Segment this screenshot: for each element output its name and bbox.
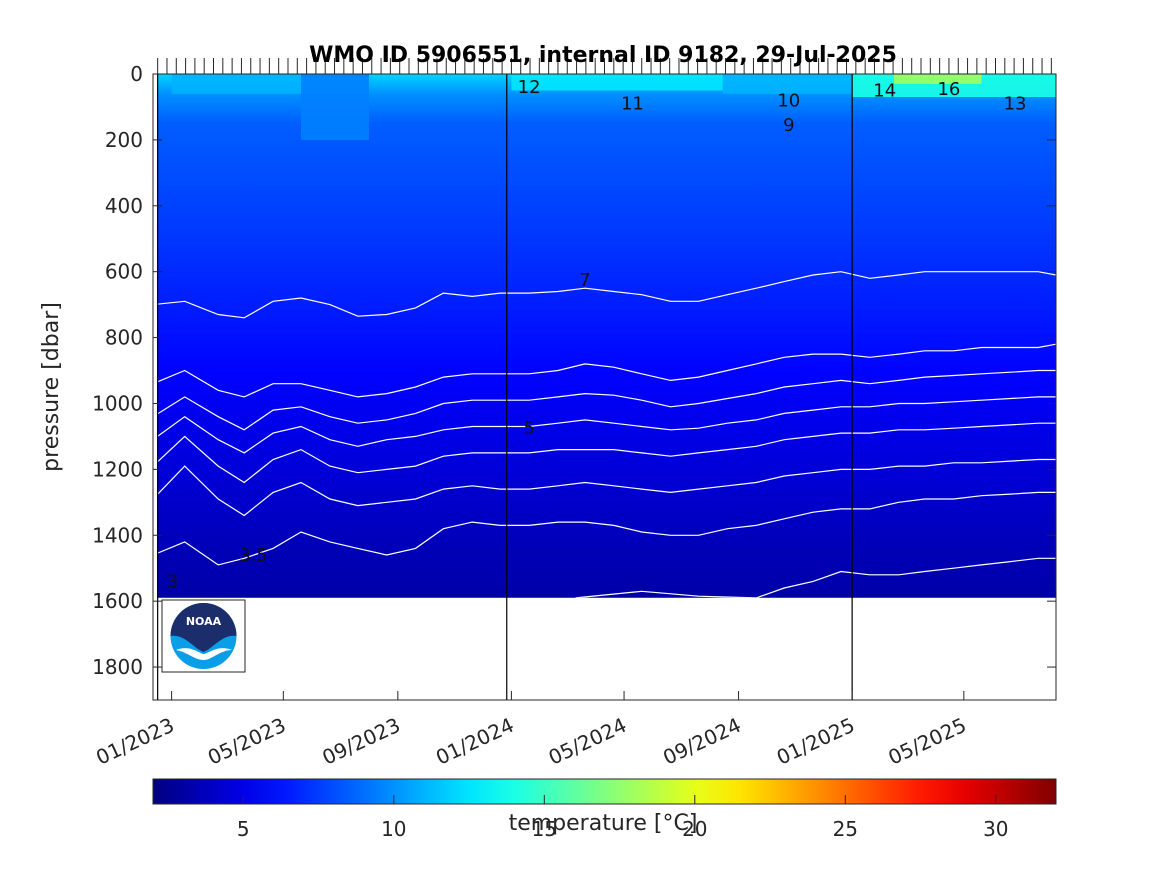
colorbar-tick-label: 20 xyxy=(682,817,707,841)
contour-line-7 xyxy=(157,271,1056,319)
contour-label: 10 xyxy=(777,90,800,111)
y-tick-label: 800 xyxy=(105,326,143,350)
surface-patch xyxy=(511,74,723,91)
contour-label: 13 xyxy=(1004,94,1027,115)
x-tick-label: 01/2024 xyxy=(432,713,517,770)
contour-line-3 xyxy=(575,557,1056,598)
x-tick-label: 09/2023 xyxy=(318,713,403,770)
x-tick-label: 09/2024 xyxy=(659,713,744,770)
y-axis: 0 200 400 600 800 1000 1200 1400 1600 1800 xyxy=(92,62,1056,679)
colorbar-tick-label: 25 xyxy=(833,817,858,841)
year-boundary-lines xyxy=(157,74,853,700)
colorbar-tick-label: 15 xyxy=(532,817,557,841)
surface-warm-layer xyxy=(171,74,1056,140)
contour-label: 3 xyxy=(167,571,178,592)
y-tick-label: 1200 xyxy=(92,457,143,481)
contour-line-4-5 xyxy=(157,422,1056,484)
contour-line-4 xyxy=(157,458,1056,517)
logo-navy-top xyxy=(170,603,237,652)
surface-patch xyxy=(894,74,982,84)
y-axis-label: pressure [dbar] xyxy=(39,302,64,472)
contour-label: 11 xyxy=(621,94,644,115)
y-tick-label: 1800 xyxy=(92,655,143,679)
y-tick-label: 0 xyxy=(130,62,143,86)
y-tick-label: 1400 xyxy=(92,523,143,547)
colorbar-tick-label: 30 xyxy=(983,817,1008,841)
logo-text: NOAA xyxy=(186,615,222,628)
colorbar-label: temperature [°C] xyxy=(509,811,698,836)
y-tick-label: 600 xyxy=(105,260,143,284)
contour-label: 5 xyxy=(523,418,534,439)
y-tick-label: 1000 xyxy=(92,391,143,415)
contour-line-5 xyxy=(157,396,1056,454)
colorbar xyxy=(152,778,1057,805)
contour-label: 12 xyxy=(518,77,541,98)
contour-line-3-5 xyxy=(157,491,1056,566)
contour-label: 16 xyxy=(937,79,960,100)
noaa-logo: NOAA xyxy=(161,599,246,673)
x-tick-label: 01/2023 xyxy=(92,713,177,770)
contour-label: 9 xyxy=(783,115,794,136)
y-tick-label: 200 xyxy=(105,128,143,152)
colorbar-ticks: 5 10 15 20 25 30 xyxy=(237,795,1009,841)
contour-labels: 12 11 10 9 14 16 13 7 5 3.5 3 xyxy=(167,77,1027,592)
surface-patch xyxy=(722,74,853,94)
temperature-field xyxy=(157,74,1056,598)
contour-label: 14 xyxy=(873,80,896,101)
contour-label: 7 xyxy=(579,270,590,291)
x-tick-label: 05/2025 xyxy=(884,713,969,770)
x-tick-label: 05/2024 xyxy=(545,713,630,770)
surface-patch xyxy=(301,74,369,140)
chart-title: WMO ID 5906551, internal ID 9182, 29-Jul… xyxy=(309,43,897,68)
contour-line-6 xyxy=(157,343,1056,398)
y-tick-label: 400 xyxy=(105,194,143,218)
colorbar-tick-label: 10 xyxy=(381,817,406,841)
contour-label: 3.5 xyxy=(239,545,268,566)
data-layer xyxy=(157,74,1056,598)
y-tick-label: 1600 xyxy=(92,589,143,613)
x-tick-label: 05/2023 xyxy=(204,713,289,770)
colorbar-tick-label: 5 xyxy=(237,817,250,841)
x-tick-label: 01/2025 xyxy=(773,713,858,770)
logo-gull xyxy=(176,648,232,660)
contour-line-5-5 xyxy=(157,369,1056,431)
contour-lines xyxy=(157,271,1056,598)
